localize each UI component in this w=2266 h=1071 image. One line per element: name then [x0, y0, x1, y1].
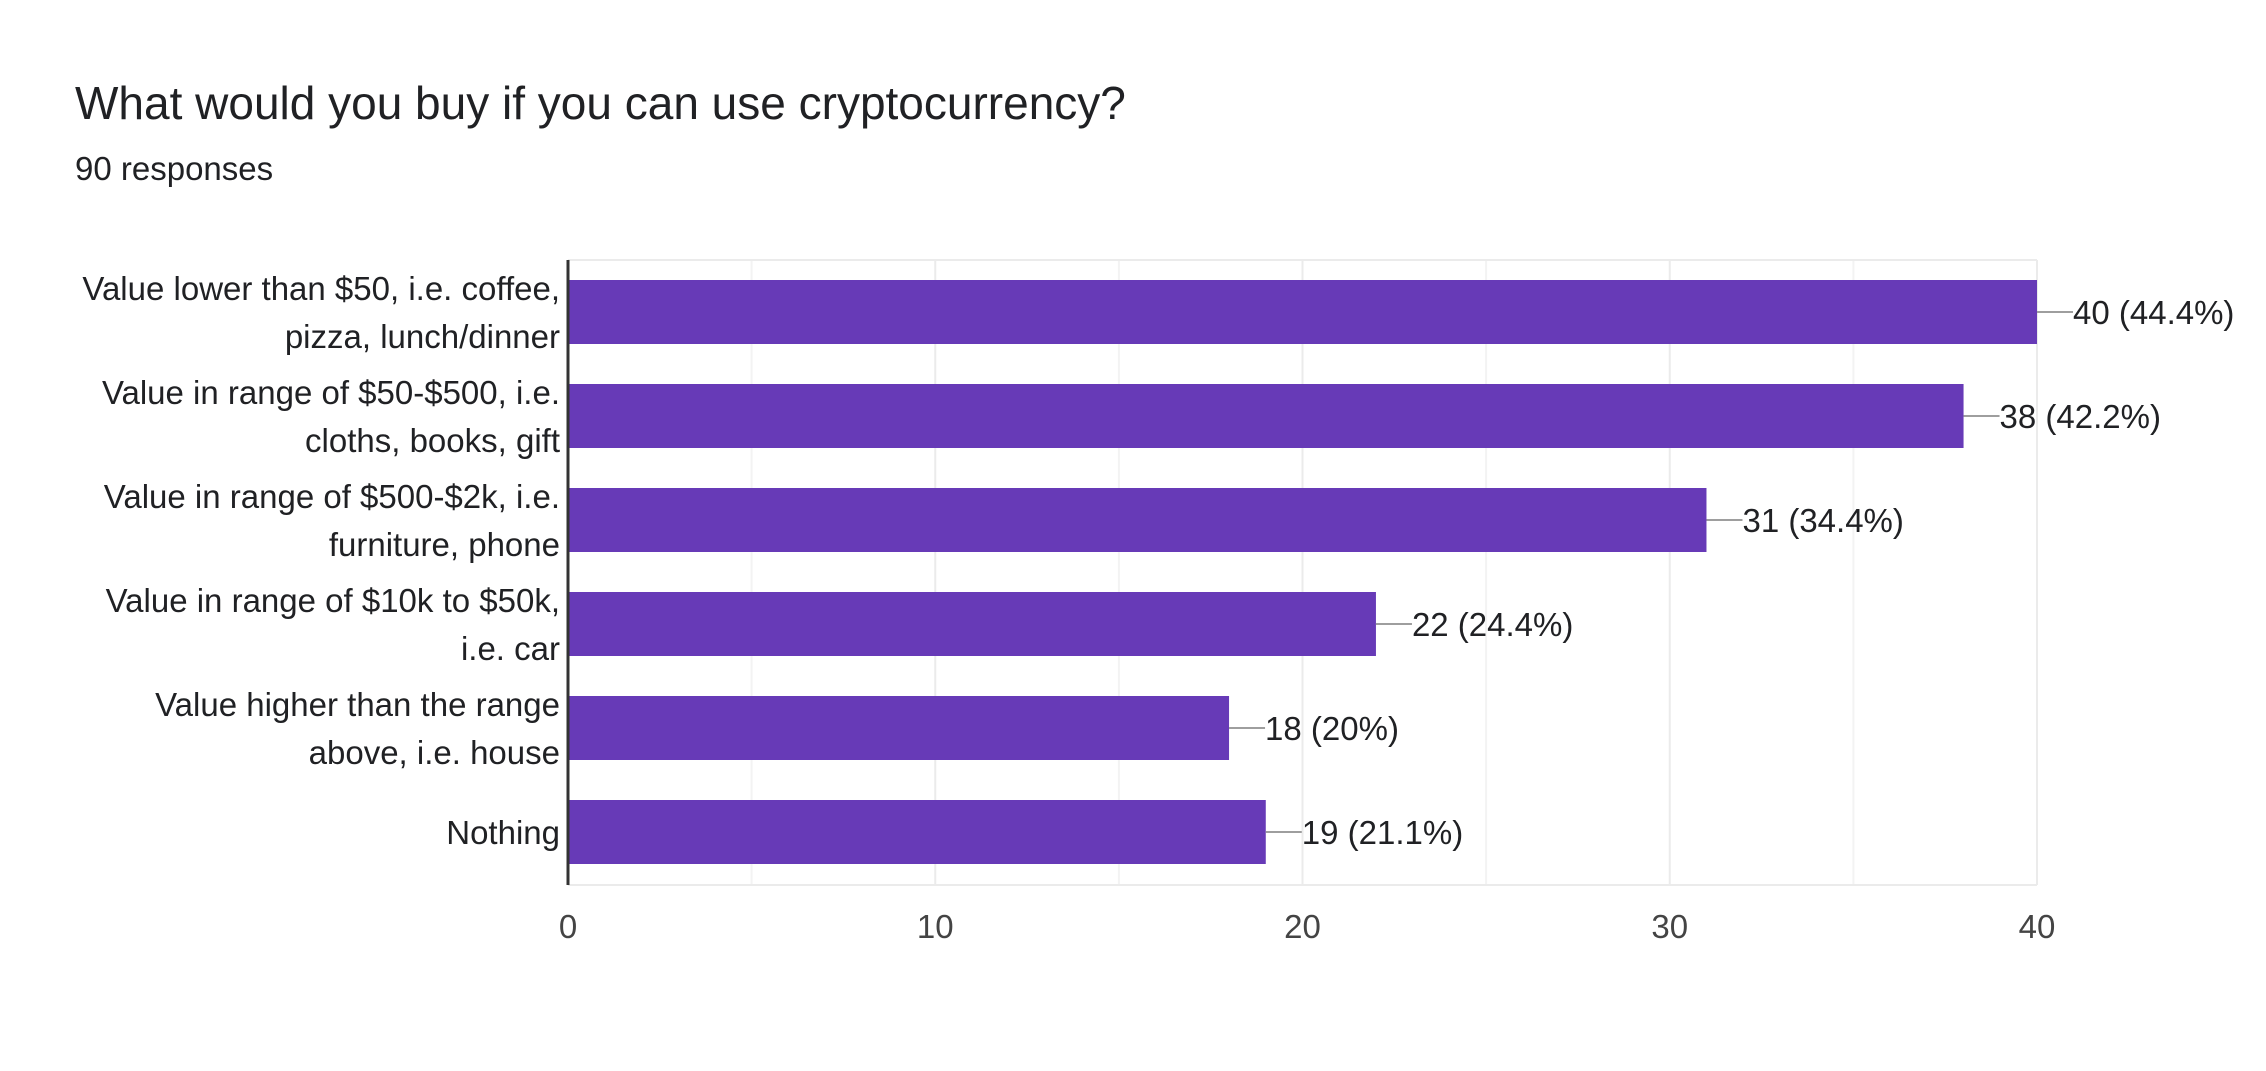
category-label: Value in range of $10k to $50k,: [106, 582, 560, 619]
x-tick-label: 30: [1651, 908, 1688, 945]
bar: [568, 800, 1266, 864]
x-tick-label: 10: [917, 908, 954, 945]
bar: [568, 488, 1707, 552]
data-label: 31 (34.4%): [1742, 502, 1903, 539]
category-label: Value lower than $50, i.e. coffee,: [82, 270, 560, 307]
data-label: 40 (44.4%): [2073, 294, 2234, 331]
bar: [568, 280, 2037, 344]
chart-title: What would you buy if you can use crypto…: [75, 77, 1126, 129]
category-label: Nothing: [446, 814, 560, 851]
data-label: 19 (21.1%): [1302, 814, 1463, 851]
category-label: i.e. car: [461, 630, 560, 667]
category-label: above, i.e. house: [309, 734, 560, 771]
bar: [568, 592, 1376, 656]
x-tick-label: 20: [1284, 908, 1321, 945]
x-tick-label: 40: [2019, 908, 2056, 945]
category-label: Value in range of $50-$500, i.e.: [102, 374, 560, 411]
category-label: pizza, lunch/dinner: [285, 318, 560, 355]
data-label: 18 (20%): [1265, 710, 1399, 747]
x-tick-label: 0: [559, 908, 577, 945]
category-label: Value in range of $500-$2k, i.e.: [104, 478, 560, 515]
category-label: furniture, phone: [329, 526, 560, 563]
response-count: 90 responses: [75, 150, 274, 187]
bar: [568, 384, 1964, 448]
bar: [568, 696, 1230, 760]
category-label: Value higher than the range: [155, 686, 560, 723]
data-label: 38 (42.2%): [2000, 398, 2161, 435]
category-label: cloths, books, gift: [305, 422, 560, 459]
data-label: 22 (24.4%): [1412, 606, 1573, 643]
